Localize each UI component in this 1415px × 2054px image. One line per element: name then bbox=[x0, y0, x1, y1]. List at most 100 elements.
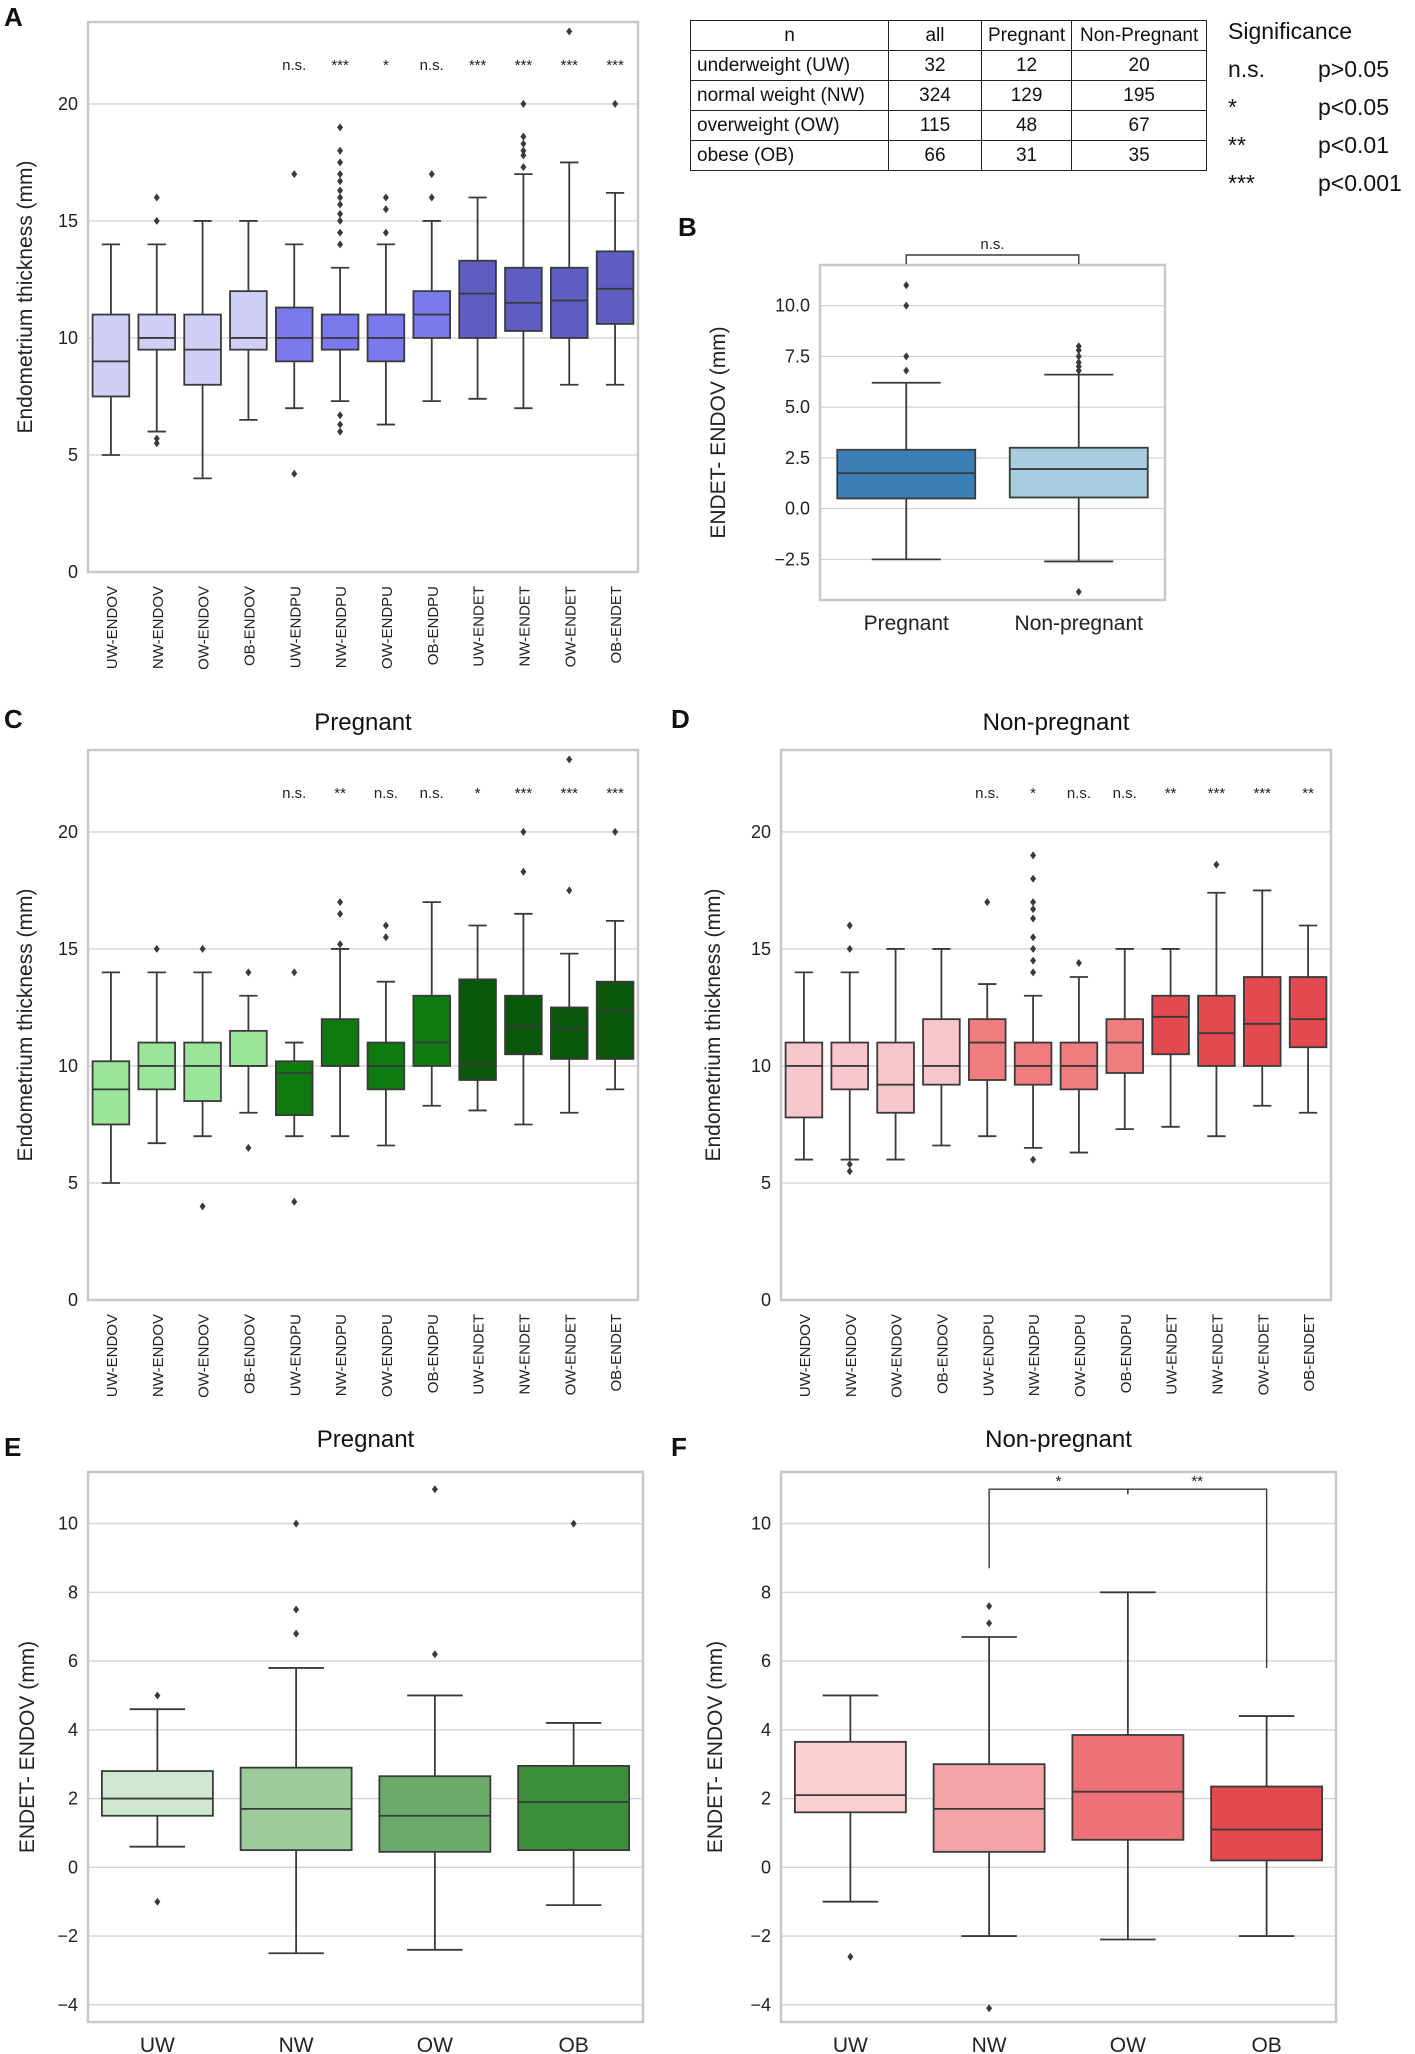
flier-point bbox=[337, 427, 344, 436]
flier-point bbox=[337, 158, 344, 167]
iqr-box bbox=[595, 250, 635, 325]
table-header-cell: all bbox=[888, 20, 982, 51]
box-UW-ENDOV bbox=[91, 243, 131, 456]
plot-area bbox=[88, 1472, 643, 2022]
flier-point bbox=[1030, 933, 1037, 942]
x-tick-label: OB-ENDPU bbox=[1118, 1314, 1135, 1393]
significance-symbol: * bbox=[1228, 94, 1237, 120]
table-cell: normal weight (NW) bbox=[690, 80, 889, 111]
y-tick-label: 15 bbox=[58, 939, 78, 959]
iqr-box bbox=[378, 1775, 492, 1853]
x-tick-label: OW-ENDOV bbox=[196, 586, 213, 670]
panel-letter-e: E bbox=[4, 1432, 22, 1462]
x-tick-label: OW bbox=[417, 2034, 453, 2054]
y-axis-label: ENDET- ENDOV (mm) bbox=[16, 1641, 39, 1853]
x-tick-label: OB bbox=[558, 2034, 588, 2054]
box-OW-ENDPU bbox=[366, 921, 406, 1147]
plot-frame bbox=[818, 263, 1167, 602]
box-OW bbox=[378, 1485, 492, 1951]
flier-point bbox=[1075, 362, 1082, 371]
iqr-box bbox=[1288, 976, 1328, 1049]
flier-point bbox=[382, 205, 389, 214]
box-NW-ENDPU bbox=[320, 898, 360, 1138]
flier-point bbox=[153, 439, 160, 448]
plot-area bbox=[88, 22, 638, 572]
significance-label: * bbox=[1030, 785, 1036, 802]
flier-point bbox=[986, 2004, 993, 2013]
significance-row: ** p<0.01 bbox=[1228, 126, 1402, 164]
y-tick-label: 4 bbox=[761, 1720, 771, 1740]
box-OB-ENDET bbox=[595, 827, 635, 1091]
y-tick-label: 0.0 bbox=[785, 499, 810, 519]
box-OW-ENDET bbox=[550, 755, 589, 1114]
iqr-box bbox=[91, 1060, 131, 1126]
flier-point bbox=[291, 469, 298, 478]
table-header-row: n all Pregnant Non-Pregnant bbox=[690, 20, 1208, 51]
flier-point bbox=[153, 434, 160, 443]
box-OB-ENDOV bbox=[229, 220, 268, 421]
significance-pvalue: p<0.01 bbox=[1318, 132, 1389, 158]
significance-label: n.s. bbox=[374, 785, 398, 802]
flier-point bbox=[612, 99, 619, 108]
table-cell: overweight (OW) bbox=[690, 110, 889, 141]
y-tick-label: 6 bbox=[761, 1651, 771, 1671]
box-OW-ENDPU bbox=[366, 193, 406, 426]
panel-letter-d: D bbox=[671, 704, 690, 734]
y-tick-label: 10 bbox=[58, 328, 78, 348]
iqr-box bbox=[137, 313, 176, 351]
x-tick-label: NW-ENDOV bbox=[843, 1314, 860, 1397]
y-axis-label: ENDET- ENDOV (mm) bbox=[707, 326, 730, 538]
chart-title: Pregnant bbox=[314, 709, 412, 736]
y-tick-label: 2.5 bbox=[785, 448, 810, 468]
box-OW-ENDPU bbox=[1059, 958, 1099, 1154]
box-OW-ENDET bbox=[550, 27, 589, 386]
flier-point bbox=[520, 139, 527, 148]
x-tick-label: UW-ENDOV bbox=[797, 1314, 814, 1397]
x-tick-label: UW-ENDPU bbox=[287, 586, 304, 668]
significance-label: n.s. bbox=[282, 785, 306, 802]
box-OB-ENDOV bbox=[229, 968, 268, 1152]
flier-point bbox=[1030, 1155, 1037, 1164]
table-cell: 115 bbox=[888, 110, 982, 141]
box-OB bbox=[517, 1519, 631, 1907]
table-row: overweight (OW) 115 48 67 bbox=[690, 110, 1208, 141]
x-tick-label: OW-ENDOV bbox=[196, 1314, 213, 1398]
iqr-box bbox=[91, 313, 131, 398]
sample-size-table: n all Pregnant Non-Pregnant underweight … bbox=[690, 20, 1208, 171]
y-tick-label: 5.0 bbox=[785, 397, 810, 417]
table-cell: 32 bbox=[888, 50, 982, 81]
box-UW bbox=[100, 1691, 214, 1906]
y-axis-label: Endometrium thickness (mm) bbox=[14, 888, 37, 1161]
flier-point bbox=[1075, 587, 1082, 596]
flier-point bbox=[199, 944, 206, 953]
flier-point bbox=[520, 99, 527, 108]
chart-e: −4 −2 0 2 4 6 8 10 UW NW OW OB ENDET- ENDOV (mm) Preg… bbox=[16, 1426, 645, 2054]
flier-point bbox=[293, 1519, 300, 1528]
iqr-box bbox=[1008, 446, 1149, 499]
significance-label: *** bbox=[1253, 785, 1271, 802]
flier-point bbox=[337, 940, 344, 949]
chart-title: Non-pregnant bbox=[985, 1426, 1132, 1453]
flier-point bbox=[382, 193, 389, 202]
box-UW-ENDPU bbox=[275, 968, 314, 1206]
flier-point bbox=[337, 909, 344, 918]
plot-frame bbox=[779, 748, 1333, 1302]
flier-point bbox=[903, 352, 910, 361]
flier-point bbox=[337, 209, 344, 218]
box-NW-ENDET bbox=[504, 827, 543, 1126]
box-OB-ENDOV bbox=[922, 948, 961, 1147]
flier-point bbox=[337, 216, 344, 225]
box-NW-ENDPU bbox=[1013, 851, 1053, 1164]
panel-letter-c: C bbox=[4, 704, 23, 734]
iqr-box bbox=[784, 1041, 824, 1119]
x-tick-label: UW-ENDPU bbox=[980, 1314, 997, 1396]
flier-point bbox=[337, 228, 344, 237]
box-OW bbox=[1071, 1591, 1185, 1941]
flier-point bbox=[984, 898, 991, 907]
flier-point bbox=[570, 1519, 577, 1528]
flier-point bbox=[431, 1485, 438, 1494]
y-tick-label: −4 bbox=[57, 1995, 78, 2015]
chart-a: 0 5 10 15 20 UW-ENDOV NW-ENDOV OW-ENDOV OB-ENDOV… bbox=[14, 20, 640, 670]
y-tick-label: 0 bbox=[68, 1290, 78, 1310]
iqr-box bbox=[275, 1060, 314, 1117]
